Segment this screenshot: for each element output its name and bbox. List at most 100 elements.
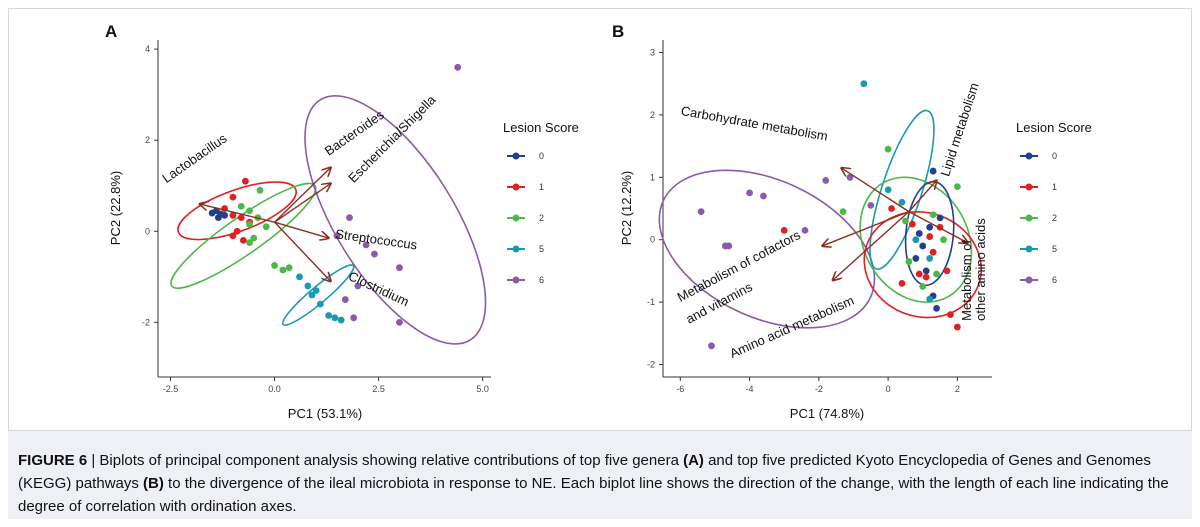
point-score-1 — [229, 193, 237, 201]
panel-label: B — [612, 22, 624, 41]
loading-arrow — [833, 211, 910, 281]
point-score-2 — [237, 202, 245, 210]
arrow-label: Streptococcus — [334, 226, 418, 252]
point-score-1 — [239, 236, 247, 244]
panel-label: A — [105, 22, 117, 41]
point-score-5 — [926, 295, 934, 303]
point-score-1 — [780, 226, 788, 234]
point-score-2 — [929, 211, 937, 219]
y-axis-label: PC2 (22.8%) — [108, 171, 123, 245]
point-score-5 — [860, 80, 868, 88]
point-score-6 — [725, 242, 733, 250]
point-score-1 — [898, 279, 906, 287]
figure-caption: FIGURE 6 | Biplots of principal componen… — [8, 430, 1192, 519]
point-score-2 — [919, 283, 927, 290]
arrow-label: Lipid metabolism — [937, 81, 981, 178]
point-score-5 — [304, 282, 312, 290]
point-score-2 — [839, 208, 847, 216]
legend-entry-label: 2 — [1052, 213, 1057, 223]
x-tick-label: -2 — [815, 384, 823, 394]
y-tick-label: 1 — [650, 172, 655, 182]
x-tick-label: 5.0 — [476, 384, 489, 394]
arrow-label: Escherichia/Shigella — [345, 92, 439, 186]
point-score-0 — [915, 230, 923, 237]
legend-swatch-dot — [512, 214, 520, 222]
point-score-0 — [912, 255, 920, 262]
x-tick-label: 0 — [886, 384, 891, 394]
point-score-6 — [801, 226, 809, 234]
point-score-1 — [229, 211, 237, 219]
point-score-1 — [237, 214, 245, 222]
point-score-2 — [250, 234, 258, 242]
point-score-2 — [246, 221, 253, 228]
legend-swatch-dot — [512, 152, 520, 160]
point-score-6 — [454, 63, 462, 71]
point-score-6 — [396, 264, 403, 272]
x-tick-label: 0.0 — [268, 384, 281, 394]
caption-bold-b: (B) — [143, 475, 164, 492]
caption-bold-a: (A) — [683, 452, 704, 469]
caption-part3: to the divergence of the ileal microbiot… — [18, 475, 1169, 515]
legend-entry-label: 6 — [1052, 275, 1057, 285]
legend-title: Lesion Score — [503, 120, 579, 135]
point-score-6 — [822, 177, 830, 184]
point-score-1 — [953, 323, 961, 331]
point-score-2 — [940, 236, 947, 244]
point-score-5 — [296, 273, 303, 281]
arrow-label: Amino acid metabolism — [727, 293, 856, 361]
point-score-6 — [341, 296, 349, 303]
y-tick-label: 4 — [145, 44, 150, 54]
loading-arrow — [822, 210, 910, 246]
arrow-label: Carbohydrate metabolism — [680, 103, 829, 144]
ellipse-score-1 — [177, 181, 297, 241]
panel-a: A -2.5 0.0 2.5 5.0 -2 0 2 4 PC1 (53.1%) PC2 (22.8%… — [105, 22, 579, 421]
x-tick-label: -6 — [676, 384, 684, 394]
caption-part1: Biplots of principal component analysis … — [99, 452, 684, 469]
point-score-2 — [246, 239, 253, 247]
loading-arrow — [274, 221, 331, 281]
point-score-5 — [337, 316, 345, 324]
loading-arrow — [908, 180, 937, 213]
point-score-2 — [285, 264, 293, 272]
point-score-1 — [229, 232, 237, 240]
legend-swatch-dot — [512, 245, 520, 253]
legend-entry-label: 1 — [1052, 182, 1057, 192]
legend-swatch-dot — [1025, 183, 1033, 191]
caption-part2: and top five predicted Kyoto Encyclopedi… — [18, 452, 1151, 492]
point-score-1 — [233, 227, 241, 235]
y-tick-label: 2 — [650, 110, 655, 120]
y-tick-label: -2 — [647, 360, 655, 370]
ellipse-score-2 — [170, 182, 317, 289]
point-score-5 — [926, 255, 934, 262]
point-score-6 — [760, 192, 767, 200]
point-score-6 — [371, 250, 378, 258]
point-score-1 — [943, 267, 951, 275]
x-axis-label: PC1 (53.1%) — [288, 406, 362, 421]
x-tick-label: 2 — [955, 384, 960, 394]
ellipse-score-5 — [281, 264, 355, 326]
point-score-6 — [708, 342, 715, 350]
caption-separator: | — [87, 452, 100, 469]
point-score-1 — [947, 311, 954, 318]
point-score-2 — [279, 266, 287, 274]
legend-swatch-dot — [1025, 152, 1033, 160]
x-tick-label: -4 — [746, 384, 754, 394]
loading-arrow — [200, 204, 275, 223]
x-tick-label: -2.5 — [163, 384, 179, 394]
arrow-label: Metabolism of — [959, 240, 974, 321]
point-score-5 — [308, 291, 316, 299]
legend-swatch-dot — [1025, 214, 1033, 222]
legend-swatch-dot — [512, 183, 520, 191]
legend-title: Lesion Score — [1016, 120, 1092, 135]
point-score-2 — [271, 262, 278, 269]
point-score-5 — [325, 312, 333, 319]
loading-arrow — [841, 168, 910, 213]
point-score-6 — [746, 189, 753, 197]
point-score-6 — [697, 208, 705, 216]
point-score-0 — [919, 242, 927, 250]
point-score-1 — [915, 270, 923, 278]
loading-arrow — [274, 183, 331, 223]
loading-arrow — [274, 221, 329, 238]
point-score-2 — [262, 223, 270, 231]
point-score-2 — [953, 183, 961, 191]
